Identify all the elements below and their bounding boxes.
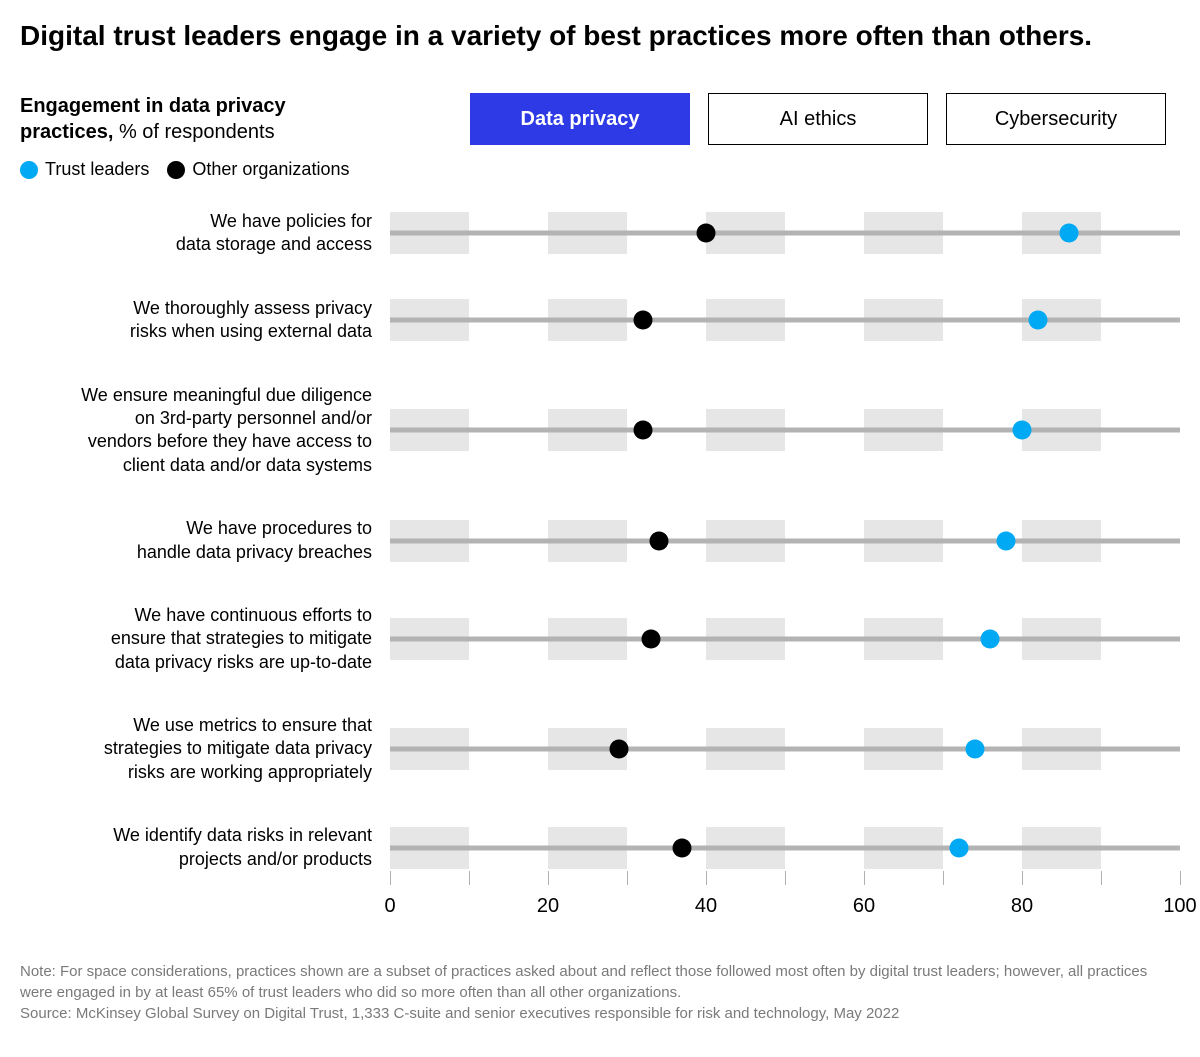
legend-dot-trust-leaders [20,161,38,179]
tick-mark [864,871,865,885]
footer-source: Source: McKinsey Global Survey on Digita… [20,1003,1180,1024]
tick-mark [943,871,944,885]
chart-row: We thoroughly assess privacyrisks when u… [20,297,1180,344]
tick-label: 40 [695,895,717,918]
dot-other-orgs [633,311,652,330]
tick-mark [548,871,549,885]
dot-trust-leaders [965,740,984,759]
dot-other-orgs [697,224,716,243]
subtitle-block: Engagement in data privacy practices, % … [20,93,360,180]
dot-other-orgs [641,629,660,648]
chart-row: We ensure meaningful due diligenceon 3rd… [20,384,1180,478]
tick-mark [1180,871,1181,885]
tick-label: 0 [384,895,395,918]
chart-area: We have policies fordata storage and acc… [20,210,1180,871]
subtitle-rest: % of respondents [113,121,274,143]
row-label: We have continuous efforts toensure that… [20,604,390,674]
tick-mark [785,871,786,885]
row-label: We identify data risks in relevantprojec… [20,824,390,871]
row-label: We have procedures tohandle data privacy… [20,517,390,564]
chart-row: We identify data risks in relevantprojec… [20,824,1180,871]
footer-note: Note: For space considerations, practice… [20,961,1180,1003]
footer: Note: For space considerations, practice… [20,961,1180,1024]
tick-mark [1022,871,1023,885]
dot-other-orgs [649,531,668,550]
row-label: We have policies fordata storage and acc… [20,210,390,257]
tick-mark [706,871,707,885]
dot-trust-leaders [1013,421,1032,440]
tabs: Data privacy AI ethics Cybersecurity [470,93,1166,145]
row-label: We thoroughly assess privacyrisks when u… [20,297,390,344]
row-plot [390,618,1180,660]
tick-label: 80 [1011,895,1033,918]
dot-trust-leaders [981,629,1000,648]
legend-label-other-orgs: Other organizations [192,159,349,180]
tick-mark [390,871,391,885]
chart-row: We have procedures tohandle data privacy… [20,517,1180,564]
tick-mark [469,871,470,885]
chart-title: Digital trust leaders engage in a variet… [20,18,1180,53]
dot-trust-leaders [997,531,1016,550]
row-label: We use metrics to ensure thatstrategies … [20,714,390,784]
row-plot [390,299,1180,341]
tab-ai-ethics[interactable]: AI ethics [708,93,928,145]
chart-subtitle: Engagement in data privacy practices, % … [20,93,360,145]
chart-row: We use metrics to ensure thatstrategies … [20,714,1180,784]
tick-label: 100 [1163,895,1196,918]
row-plot [390,827,1180,869]
dot-other-orgs [633,421,652,440]
row-plot [390,520,1180,562]
legend-item-trust-leaders: Trust leaders [20,159,149,180]
chart-row: We have policies fordata storage and acc… [20,210,1180,257]
row-plot [390,409,1180,451]
dot-trust-leaders [1028,311,1047,330]
chart-row: We have continuous efforts toensure that… [20,604,1180,674]
header-row: Engagement in data privacy practices, % … [20,93,1180,180]
row-label: We ensure meaningful due diligenceon 3rd… [20,384,390,478]
tab-cybersecurity[interactable]: Cybersecurity [946,93,1166,145]
row-plot [390,212,1180,254]
row-plot [390,728,1180,770]
tick-label: 60 [853,895,875,918]
legend: Trust leaders Other organizations [20,159,360,180]
dot-other-orgs [610,740,629,759]
x-axis: 020406080100 [20,871,1180,931]
tick-mark [627,871,628,885]
tick-label: 20 [537,895,559,918]
dot-trust-leaders [949,838,968,857]
legend-label-trust-leaders: Trust leaders [45,159,149,180]
dot-trust-leaders [1060,224,1079,243]
tick-mark [1101,871,1102,885]
tab-data-privacy[interactable]: Data privacy [470,93,690,145]
legend-item-other-orgs: Other organizations [167,159,349,180]
legend-dot-other-orgs [167,161,185,179]
dot-other-orgs [673,838,692,857]
